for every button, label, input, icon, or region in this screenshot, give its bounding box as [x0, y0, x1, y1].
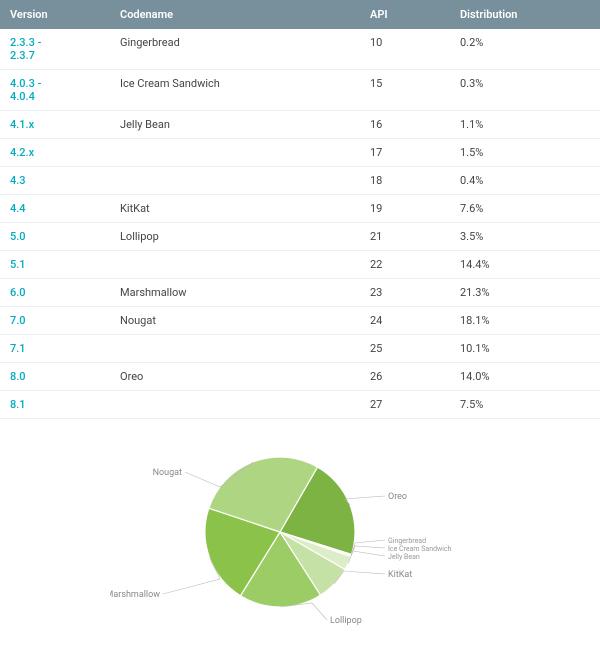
api-cell: 24 — [360, 307, 450, 335]
codename-cell — [110, 139, 360, 167]
version-cell[interactable]: 7.1 — [0, 335, 110, 363]
codename-cell: Nougat — [110, 307, 360, 335]
table-row: 5.1 2214.4% — [0, 251, 600, 279]
table-row: 4.0.3 - 4.0.4Ice Cream Sandwich150.3% — [0, 70, 600, 111]
api-cell: 25 — [360, 335, 450, 363]
table-row: 7.1 2510.1% — [0, 335, 600, 363]
distribution-cell: 3.5% — [450, 223, 600, 251]
table-row: 6.0Marshmallow2321.3% — [0, 279, 600, 307]
pie-leader-line — [351, 546, 385, 556]
distribution-cell: 0.3% — [450, 70, 600, 111]
api-cell: 23 — [360, 279, 450, 307]
codename-cell: Gingerbread — [110, 29, 360, 70]
pie-chart-container: Oreo GingerbreadIce Cream SandwichJelly B… — [0, 419, 600, 647]
api-cell: 10 — [360, 29, 450, 70]
distribution-cell: 21.3% — [450, 279, 600, 307]
table-row: 4.4KitKat197.6% — [0, 195, 600, 223]
api-cell: 16 — [360, 111, 450, 139]
api-cell: 18 — [360, 167, 450, 195]
distribution-pie-chart: Oreo GingerbreadIce Cream SandwichJelly B… — [110, 437, 490, 637]
version-cell[interactable]: 8.1 — [0, 391, 110, 419]
version-cell[interactable]: 4.4 — [0, 195, 110, 223]
api-cell: 17 — [360, 139, 450, 167]
pie-slice-label: Oreo — [388, 492, 407, 502]
codename-cell — [110, 391, 360, 419]
col-version: Version — [0, 0, 110, 29]
codename-cell — [110, 167, 360, 195]
version-cell[interactable]: 7.0 — [0, 307, 110, 335]
distribution-cell: 14.0% — [450, 363, 600, 391]
col-distribution: Distribution — [450, 0, 600, 29]
version-cell[interactable]: 5.1 — [0, 251, 110, 279]
table-header-row: Version Codename API Distribution — [0, 0, 600, 29]
version-cell[interactable]: 4.1.x — [0, 111, 110, 139]
pie-leader-line — [345, 496, 385, 505]
api-cell: 21 — [360, 223, 450, 251]
version-cell[interactable]: 4.0.3 - 4.0.4 — [0, 70, 110, 111]
distribution-cell: 1.5% — [450, 139, 600, 167]
pie-slice-label: KitKat — [388, 570, 412, 580]
table-row: 4.1.xJelly Bean161.1% — [0, 111, 600, 139]
distribution-cell: 7.6% — [450, 195, 600, 223]
pie-slice-label: Jelly Bean — [388, 553, 420, 561]
codename-cell: Marshmallow — [110, 279, 360, 307]
codename-cell: Ice Cream Sandwich — [110, 70, 360, 111]
codename-cell: Oreo — [110, 363, 360, 391]
table-row: 8.1 277.5% — [0, 391, 600, 419]
api-cell: 19 — [360, 195, 450, 223]
api-cell: 22 — [360, 251, 450, 279]
table-row: 4.3 180.4% — [0, 167, 600, 195]
api-cell: 26 — [360, 363, 450, 391]
distribution-cell: 0.4% — [450, 167, 600, 195]
version-cell[interactable]: 6.0 — [0, 279, 110, 307]
api-cell: 15 — [360, 70, 450, 111]
version-cell[interactable]: 8.0 — [0, 363, 110, 391]
col-api: API — [360, 0, 450, 29]
codename-cell — [110, 251, 360, 279]
codename-cell: Jelly Bean — [110, 111, 360, 139]
version-cell[interactable]: 4.3 — [0, 167, 110, 195]
codename-cell: Lollipop — [110, 223, 360, 251]
pie-slice-label: Ice Cream Sandwich — [388, 545, 452, 553]
pie-slice-label: Marshmallow — [110, 590, 160, 600]
distribution-cell: 18.1% — [450, 307, 600, 335]
pie-slice-label: Lollipop — [330, 616, 362, 626]
distribution-cell: 7.5% — [450, 391, 600, 419]
table-row: 4.2.x 171.5% — [0, 139, 600, 167]
distribution-cell: 10.1% — [450, 335, 600, 363]
table-row: 5.0Lollipop213.5% — [0, 223, 600, 251]
codename-cell: KitKat — [110, 195, 360, 223]
api-cell: 27 — [360, 391, 450, 419]
distribution-cell: 1.1% — [450, 111, 600, 139]
pie-slice-label: Nougat — [153, 468, 182, 478]
table-row: 2.3.3 - 2.3.7Gingerbread100.2% — [0, 29, 600, 70]
version-cell[interactable]: 4.2.x — [0, 139, 110, 167]
col-codename: Codename — [110, 0, 360, 29]
table-row: 7.0Nougat2418.1% — [0, 307, 600, 335]
distribution-cell: 0.2% — [450, 29, 600, 70]
distribution-table: Version Codename API Distribution 2.3.3 … — [0, 0, 600, 419]
pie-leader-line — [348, 551, 385, 563]
pie-slice-label: Gingerbread — [388, 537, 426, 545]
table-row: 8.0Oreo2614.0% — [0, 363, 600, 391]
codename-cell — [110, 335, 360, 363]
version-cell[interactable]: 5.0 — [0, 223, 110, 251]
version-cell[interactable]: 2.3.3 - 2.3.7 — [0, 29, 110, 70]
distribution-cell: 14.4% — [450, 251, 600, 279]
